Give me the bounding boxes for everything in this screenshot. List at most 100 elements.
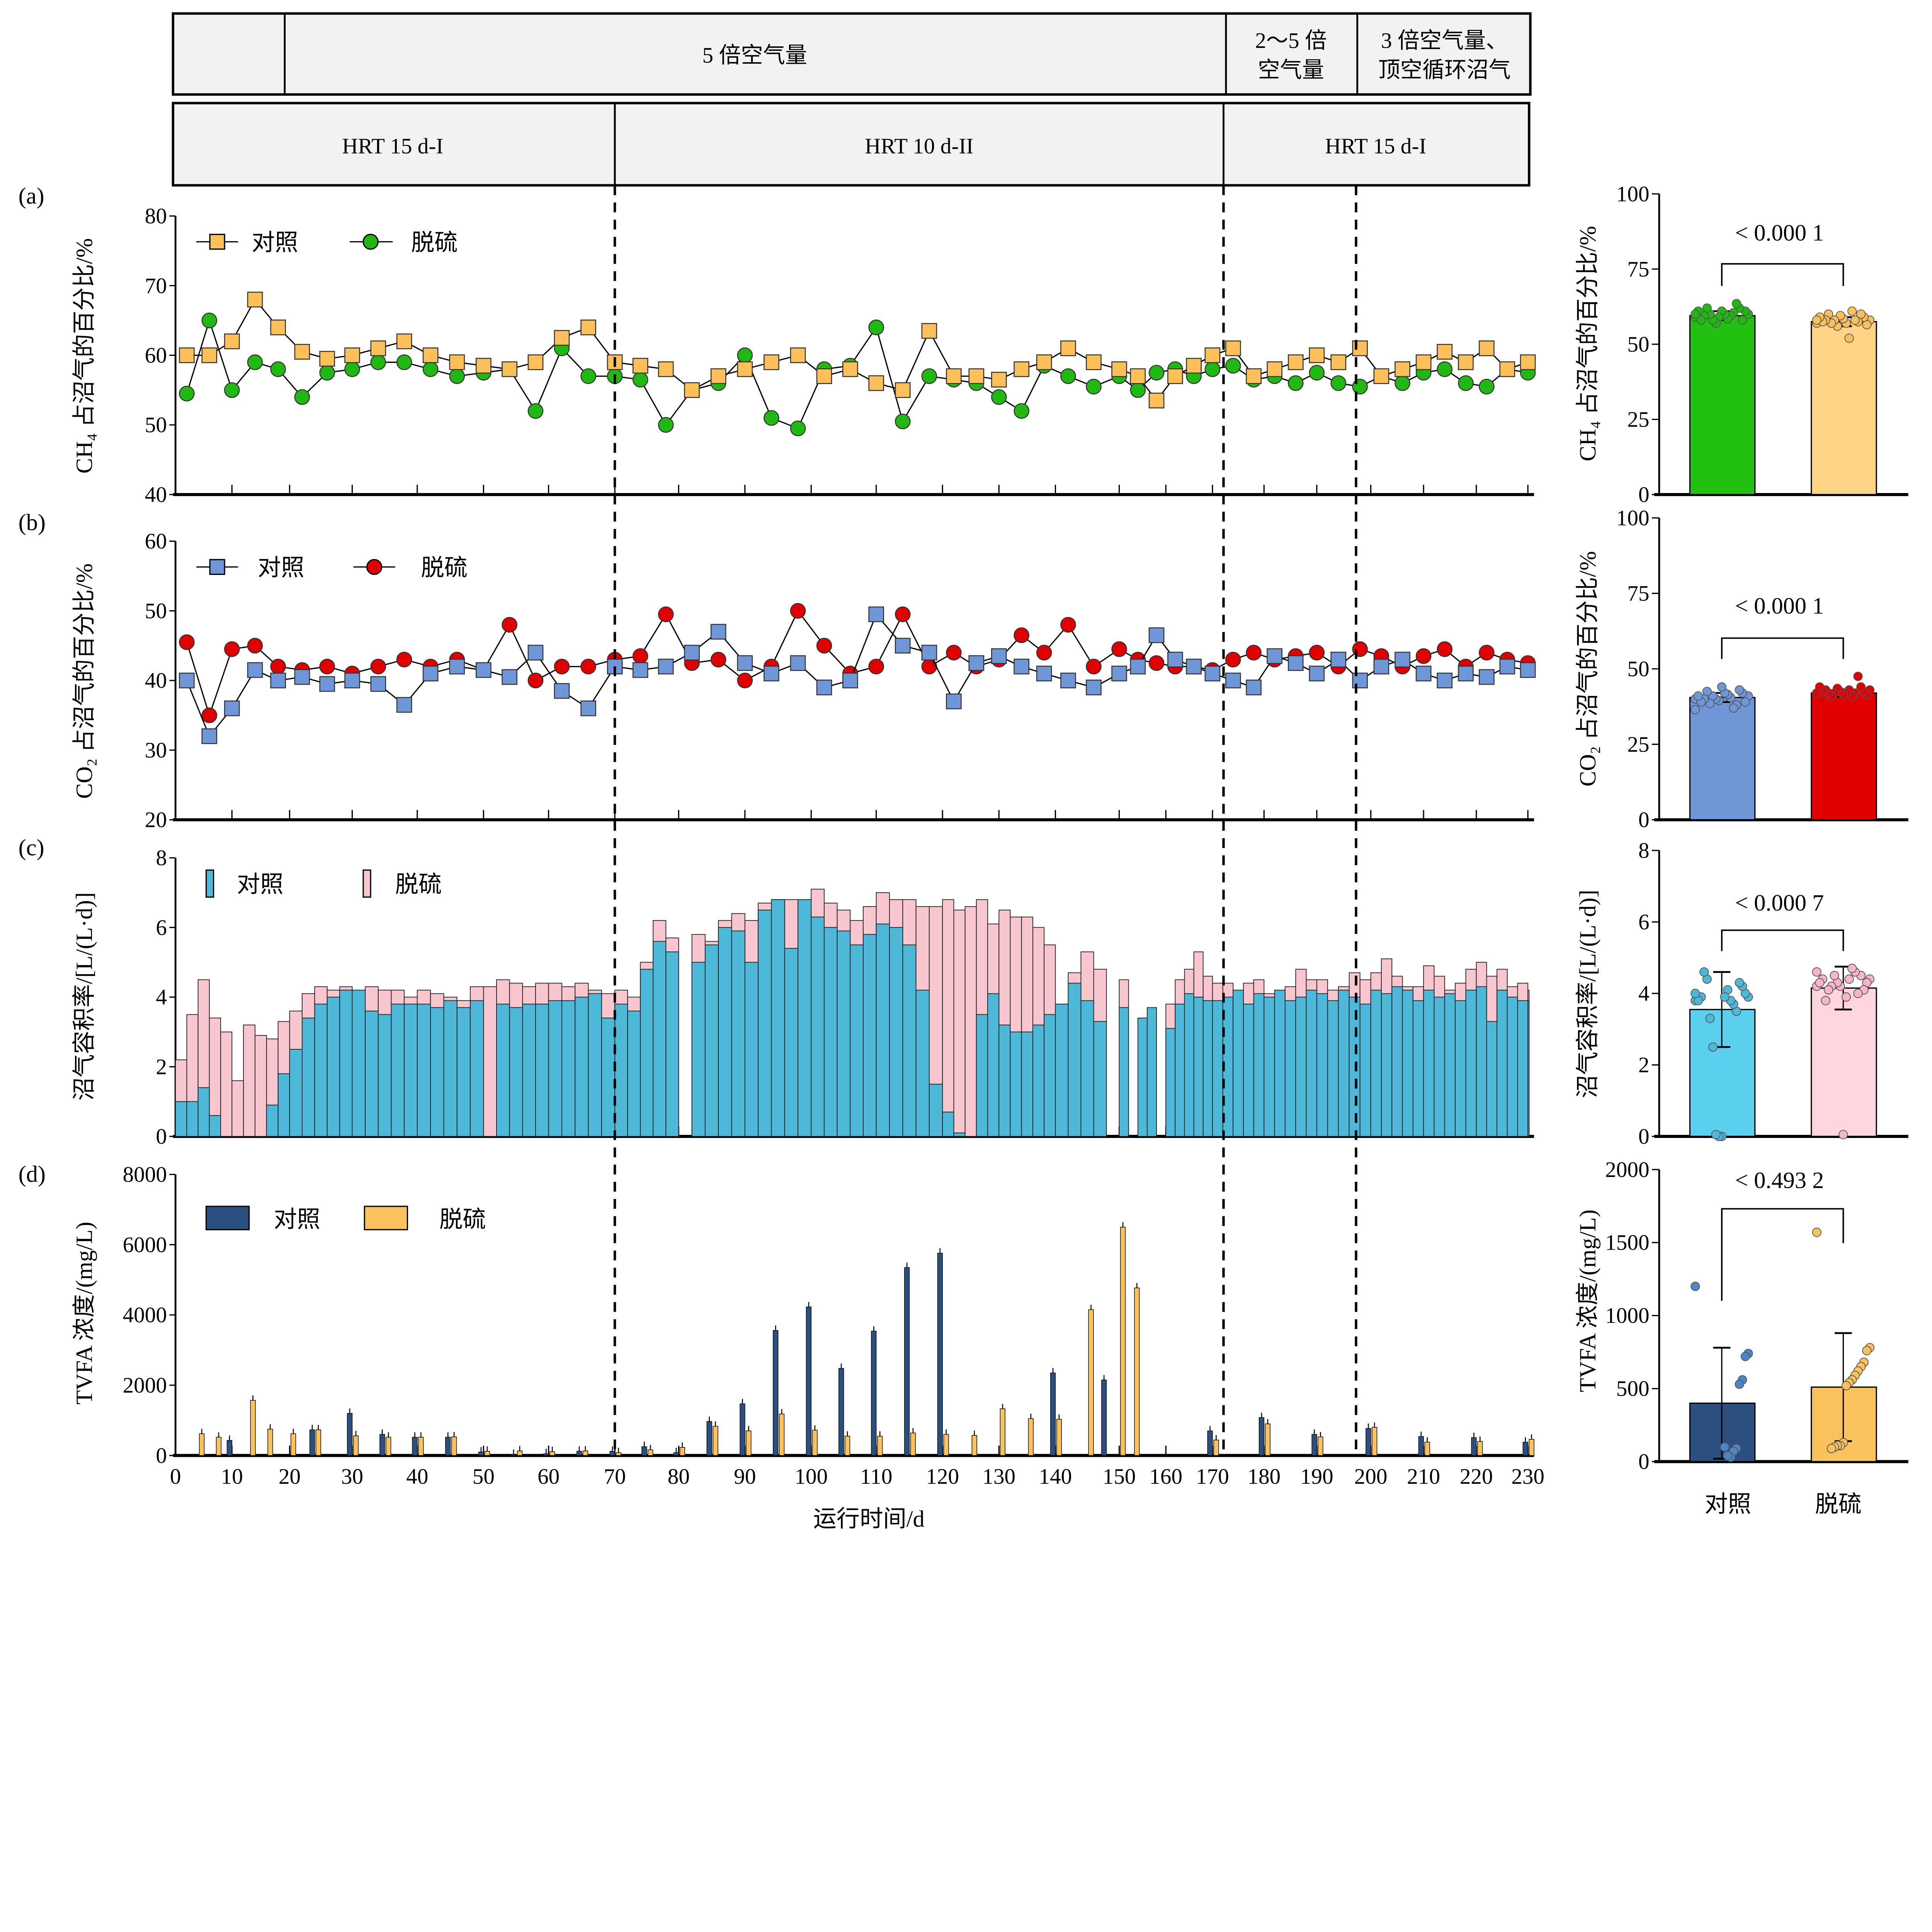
bar-脱硫 — [386, 1437, 391, 1456]
bar-对照 — [1316, 993, 1328, 1137]
data-point — [1720, 1442, 1730, 1452]
bar-对照 — [277, 1073, 290, 1137]
bar-对照 — [1497, 990, 1508, 1137]
data-point-square — [842, 672, 858, 689]
mean-bar-脱硫 — [1811, 692, 1877, 821]
data-point-circle — [396, 354, 412, 370]
bar-对照 — [289, 1049, 303, 1137]
legend-control: 对照 — [258, 555, 304, 581]
bar-对照 — [902, 944, 917, 1137]
y-tick-label: 60 — [145, 344, 167, 368]
x-tick-label: 40 — [406, 1464, 428, 1489]
data-point-circle — [1479, 379, 1495, 395]
x-tick-label: 70 — [604, 1464, 626, 1489]
data-point-square — [224, 333, 240, 349]
bar-对照 — [314, 1003, 328, 1137]
data-point-square — [179, 672, 195, 689]
bar-对照 — [1207, 1430, 1213, 1456]
bar-对照 — [1284, 1000, 1296, 1137]
bar-脱硫 — [1028, 1418, 1034, 1456]
bar-对照 — [301, 1017, 315, 1137]
data-point-square — [968, 655, 985, 671]
data-point — [1711, 1130, 1721, 1139]
data-point-square — [396, 333, 412, 349]
data-point-square — [1148, 627, 1165, 643]
legend-square-icon — [209, 559, 225, 575]
bar-对照 — [1527, 1000, 1530, 1137]
data-point-square — [1086, 354, 1102, 370]
data-point-square — [1415, 354, 1432, 370]
bar-脱硫 — [451, 1436, 457, 1456]
data-point-square — [1395, 361, 1410, 377]
bar-对照 — [871, 1331, 877, 1456]
bar-对照 — [1338, 990, 1350, 1137]
bar-对照 — [837, 930, 851, 1137]
data-point-square — [684, 645, 700, 661]
data-point-square — [1309, 665, 1325, 682]
bar-脱硫 — [1056, 1419, 1062, 1456]
data-point-square — [764, 354, 779, 370]
data-point-circle — [921, 658, 937, 675]
p-value-c: < 0.000 7 — [1735, 890, 1824, 916]
bar-脱硫 — [1424, 1442, 1430, 1456]
data-point-square — [476, 662, 492, 678]
bar-对照 — [1146, 1007, 1157, 1137]
data-point-square — [224, 700, 240, 716]
bar-对照 — [691, 962, 706, 1137]
bar-脱硫 — [418, 1437, 424, 1456]
bar-对照 — [1423, 990, 1435, 1137]
data-point-square — [1437, 672, 1453, 689]
legend-control: 对照 — [274, 1207, 320, 1233]
bar-对照 — [1274, 990, 1286, 1137]
bar-对照 — [987, 993, 1000, 1137]
data-point-circle — [764, 410, 779, 426]
data-point — [1812, 315, 1821, 325]
bar-对照 — [1455, 1000, 1466, 1137]
data-point — [1740, 1352, 1750, 1361]
y-tick-label: 80 — [145, 204, 167, 228]
data-point-square — [294, 344, 310, 360]
data-point-circle — [1246, 645, 1262, 661]
data-point-circle — [632, 648, 648, 664]
data-point-square — [658, 361, 674, 377]
y-tick-label: 70 — [145, 274, 167, 298]
bar-对照 — [175, 1101, 187, 1137]
bar-对照 — [1055, 1003, 1069, 1137]
data-point — [1690, 988, 1700, 998]
data-point-circle — [1225, 651, 1241, 668]
bar-对照 — [838, 1368, 844, 1456]
y-tick-label: 0 — [156, 1444, 167, 1468]
data-point-square — [842, 361, 858, 377]
legend-a: 对照 脱硫 — [196, 230, 458, 256]
bar-对照 — [1418, 1436, 1424, 1456]
y-tick-label: 8000 — [123, 1162, 167, 1187]
bar-对照 — [744, 962, 759, 1137]
p-value-b: < 0.000 1 — [1735, 593, 1824, 619]
bar-对照 — [904, 1267, 910, 1456]
data-point-square — [1287, 354, 1304, 370]
bar-脱硫 — [648, 1449, 653, 1456]
ylabel-b-summary: CO₂ 占沼气的百分比/% — [1575, 551, 1601, 786]
bar-对照 — [365, 1010, 379, 1137]
legend-bar-icon — [205, 869, 214, 898]
legend-control: 对照 — [252, 230, 298, 256]
ylabel-d-summary: TVFA 浓度/(mg/L) — [1575, 1209, 1601, 1392]
data-point-circle — [1086, 379, 1102, 395]
bar-对照 — [706, 1421, 712, 1456]
x-tick-label: 140 — [1039, 1464, 1072, 1489]
bar-对照 — [1412, 1000, 1424, 1137]
legend-b: 对照 脱硫 — [196, 555, 468, 581]
data-point — [1735, 978, 1744, 988]
data-point — [1841, 1381, 1851, 1391]
data-point — [1847, 964, 1857, 973]
bar-对照 — [496, 1003, 510, 1137]
data-point-square — [319, 676, 335, 692]
bar-对照 — [609, 1451, 615, 1456]
data-point-circle — [1130, 382, 1146, 398]
bar-脱硫 — [315, 1429, 321, 1456]
y-tick-label: 100 — [1616, 182, 1650, 206]
data-point-circle — [1086, 658, 1102, 675]
ylabel-b: CO₂ 占沼气的百分比/% — [71, 563, 97, 799]
data-point — [1690, 705, 1700, 714]
data-point-circle — [632, 372, 648, 388]
